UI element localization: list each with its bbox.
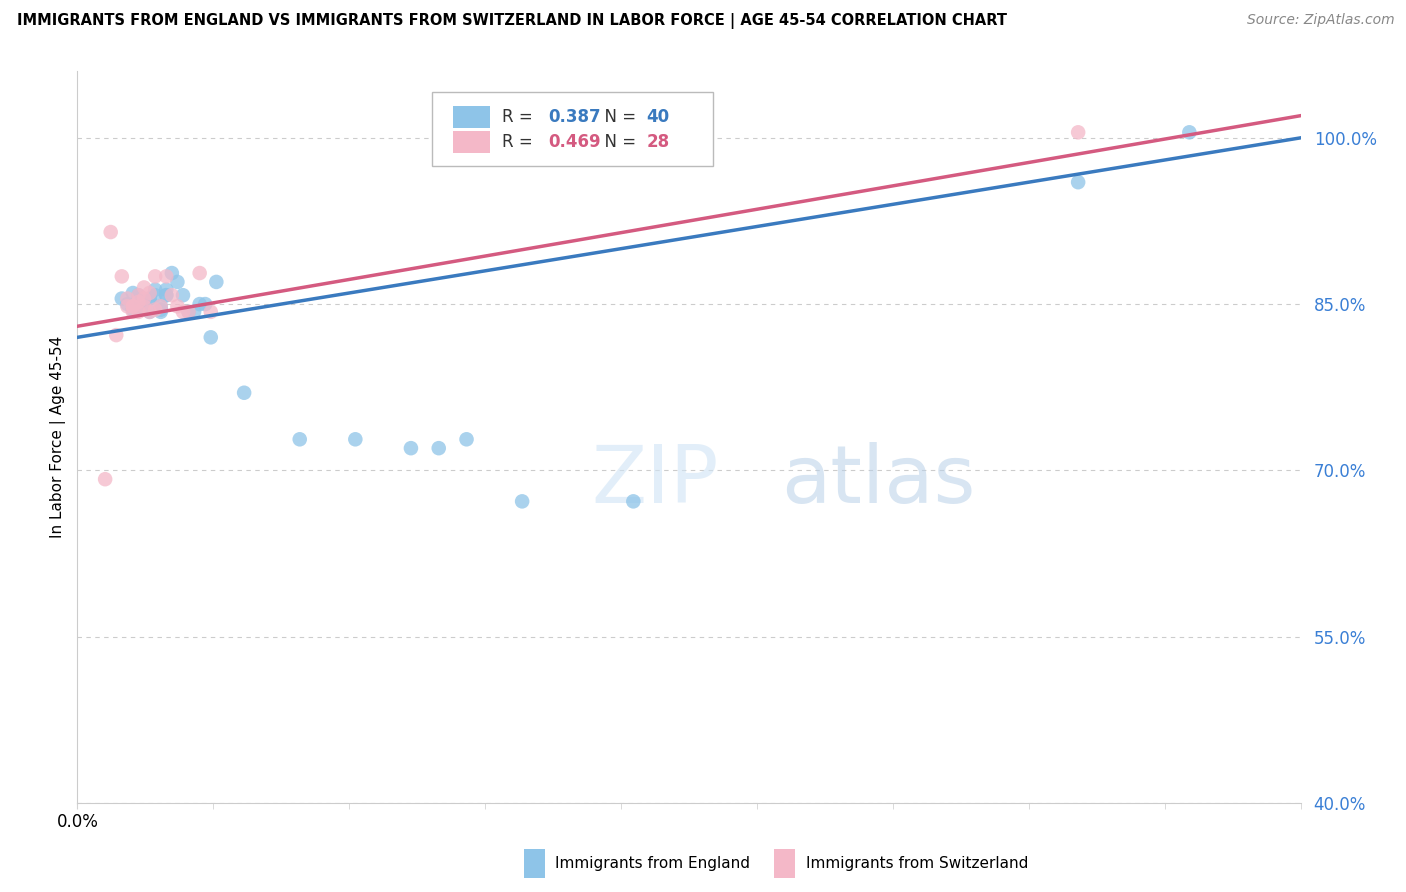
Text: 0.387: 0.387 bbox=[548, 108, 600, 126]
Point bbox=[111, 269, 134, 284]
Point bbox=[172, 288, 194, 302]
Point bbox=[1067, 125, 1090, 139]
Point bbox=[160, 288, 183, 302]
Text: R =: R = bbox=[502, 108, 537, 126]
Point bbox=[399, 441, 422, 455]
Text: Immigrants from Switzerland: Immigrants from Switzerland bbox=[806, 856, 1028, 871]
Point bbox=[111, 292, 134, 306]
Point bbox=[143, 283, 166, 297]
Text: R =: R = bbox=[502, 133, 537, 151]
Point bbox=[138, 285, 160, 300]
FancyBboxPatch shape bbox=[432, 92, 713, 167]
Point bbox=[122, 302, 145, 317]
Point bbox=[200, 305, 222, 319]
Point bbox=[194, 297, 217, 311]
Point bbox=[166, 275, 188, 289]
Point bbox=[128, 297, 150, 311]
Point bbox=[100, 225, 122, 239]
Point bbox=[138, 292, 160, 306]
Text: 40: 40 bbox=[647, 108, 669, 126]
Point bbox=[155, 269, 177, 284]
Point bbox=[166, 299, 188, 313]
Point bbox=[510, 494, 533, 508]
Point bbox=[128, 299, 150, 313]
Text: ZIP: ZIP bbox=[591, 442, 718, 520]
Text: N =: N = bbox=[593, 108, 641, 126]
Text: atlas: atlas bbox=[780, 442, 974, 520]
Point bbox=[149, 299, 172, 313]
Point bbox=[128, 288, 150, 302]
Point bbox=[143, 269, 166, 284]
Point bbox=[1067, 175, 1090, 189]
Point bbox=[117, 297, 139, 311]
Point bbox=[117, 292, 139, 306]
Point bbox=[132, 280, 155, 294]
Point bbox=[160, 266, 183, 280]
Bar bbox=[453, 106, 489, 128]
Text: Source: ZipAtlas.com: Source: ZipAtlas.com bbox=[1247, 13, 1395, 28]
Point bbox=[132, 294, 155, 309]
Point bbox=[122, 299, 145, 313]
Point bbox=[117, 299, 139, 313]
Point bbox=[138, 305, 160, 319]
Point bbox=[177, 305, 200, 319]
Point bbox=[621, 494, 644, 508]
Point bbox=[177, 305, 200, 319]
Point bbox=[122, 305, 145, 319]
Point bbox=[122, 299, 145, 313]
Point bbox=[188, 297, 211, 311]
Text: N =: N = bbox=[593, 133, 641, 151]
Point bbox=[155, 288, 177, 302]
Point bbox=[155, 288, 177, 302]
Point bbox=[1178, 125, 1201, 139]
Point bbox=[149, 305, 172, 319]
Point bbox=[149, 302, 172, 317]
Point bbox=[128, 305, 150, 319]
Point bbox=[233, 385, 256, 400]
Point bbox=[188, 266, 211, 280]
Bar bbox=[453, 130, 489, 153]
Point bbox=[344, 432, 367, 446]
Point bbox=[172, 305, 194, 319]
Point bbox=[205, 275, 228, 289]
Point bbox=[155, 283, 177, 297]
Text: 0.469: 0.469 bbox=[548, 133, 600, 151]
Point bbox=[143, 302, 166, 317]
Point bbox=[149, 299, 172, 313]
Point bbox=[122, 285, 145, 300]
Text: 28: 28 bbox=[647, 133, 669, 151]
Point bbox=[143, 288, 166, 302]
Point bbox=[128, 294, 150, 309]
Point bbox=[94, 472, 117, 486]
Point bbox=[105, 328, 128, 343]
Point bbox=[132, 293, 155, 308]
Point bbox=[132, 292, 155, 306]
Y-axis label: In Labor Force | Age 45-54: In Labor Force | Age 45-54 bbox=[51, 336, 66, 538]
Point bbox=[183, 305, 205, 319]
Point bbox=[288, 432, 311, 446]
Text: IMMIGRANTS FROM ENGLAND VS IMMIGRANTS FROM SWITZERLAND IN LABOR FORCE | AGE 45-5: IMMIGRANTS FROM ENGLAND VS IMMIGRANTS FR… bbox=[17, 13, 1007, 29]
Point bbox=[132, 301, 155, 316]
Point bbox=[132, 299, 155, 313]
Point bbox=[427, 441, 450, 455]
Point bbox=[456, 432, 478, 446]
Point bbox=[138, 305, 160, 319]
Point bbox=[138, 292, 160, 306]
Text: Immigrants from England: Immigrants from England bbox=[555, 856, 751, 871]
Point bbox=[128, 288, 150, 302]
Point bbox=[200, 330, 222, 344]
